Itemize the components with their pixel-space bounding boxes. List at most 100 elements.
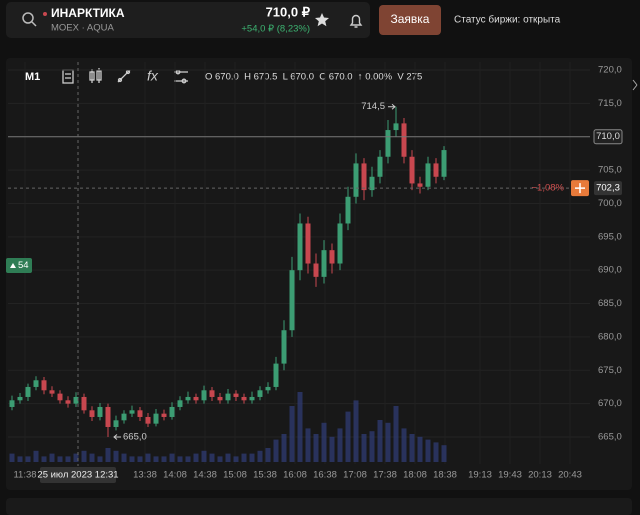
toolbar-icons[interactable] [62,68,188,84]
volume-bar [361,434,367,462]
level-tag-arrow [10,263,16,268]
volume-bar [97,456,103,462]
x-tick-label: 15:08 [223,470,247,481]
candle-body [89,410,95,417]
candle-body [297,223,303,271]
x-tick-label: 18:08 [403,470,427,481]
bell-icon[interactable] [349,14,363,28]
y-tick-label: 705,0 [598,165,622,176]
x-tick-label: 20:43 [558,470,582,481]
scroll-arrow[interactable] [632,79,638,86]
candle-body [41,380,47,391]
candle-body [353,163,359,197]
y-tick-label: 720,0 [598,65,622,76]
x-tick-label: 15:38 [253,470,277,481]
crosshair-time-tag [40,467,116,483]
volume-bar [57,456,63,462]
candle-body [137,410,143,417]
ticker: ИНАРКТИКА [51,6,125,20]
favorite-star[interactable] [315,13,329,27]
bottom-panel [6,498,632,515]
candle-body [17,396,23,401]
volume-bar [113,450,119,462]
candle-body [217,396,223,401]
volume-bar [9,453,15,462]
candle-body [329,250,335,264]
candle-body [401,123,407,157]
x-tick-label: 16:38 [313,470,337,481]
volume-bar [297,392,303,462]
candle-body [377,156,383,177]
volume-bar [313,434,319,462]
candle-body [409,156,415,184]
exchange: MOEX · AQUA [51,23,114,34]
order-button-label[interactable]: Заявка [391,12,430,26]
volume-bar [169,453,175,462]
last-price-label: 710,0 [596,131,620,142]
crosshair-time-label: 25 июл 2023 12:31 [37,470,118,481]
candle-body [257,390,263,397]
candle-body [233,393,239,397]
volume-bar [337,428,343,462]
y-tick-label: 700,0 [598,198,622,209]
volume-bar [377,420,383,462]
candle-body [281,330,287,364]
volume-bar [441,445,447,462]
max-arrow [388,103,396,110]
volume-bar [273,439,279,462]
scroll-arrow[interactable] [632,84,638,91]
price: 710,0 ₽ [266,4,311,19]
candle-body [25,386,31,397]
candle-body [417,183,423,187]
candle-body [185,396,191,401]
x-tick-label: 11:38 [13,470,36,481]
volume-bar [217,456,223,462]
volume-bar [393,406,399,462]
candle-body [337,223,343,264]
volume-bar [257,450,263,462]
volume-bar [249,453,255,462]
price-change: +54,0 ₽ (8,23%) [241,24,310,35]
volume-bar [89,453,95,462]
volume-bar [73,453,79,462]
volume-bar [401,428,407,462]
timeframe[interactable]: M1 [25,71,40,83]
formula-icon[interactable]: fx [147,68,159,84]
search-icon[interactable] [22,12,37,27]
level-tag [6,258,32,273]
volume-bar [225,453,231,462]
candle-body [345,196,351,224]
volume-bar [177,456,183,462]
candle-body [225,393,231,401]
level-tag-label: 54 [18,260,29,271]
candle-body [161,413,167,417]
candle-body [129,410,135,414]
volume-bar [201,450,207,462]
volume-bar [305,428,311,462]
candle-body [265,386,271,391]
status-dot [43,12,47,16]
order-button[interactable] [379,5,441,35]
candle-body [73,396,79,404]
candle-body [201,390,207,401]
candle-body [177,400,183,407]
candle-body [289,270,295,331]
volume-bar [161,456,167,462]
x-tick-label: 13:38 [133,470,157,481]
y-tick-label: 680,0 [598,331,622,342]
min-arrow [113,434,121,440]
volume-bar [233,456,239,462]
y-tick-label: 685,0 [598,298,622,309]
volume-bar [329,436,335,462]
volume-bar [321,422,327,462]
max-label: 714,5 [361,101,385,112]
y-tick-label: 695,0 [598,231,622,242]
x-tick-label: 16:08 [283,470,307,481]
candle-body [57,393,63,401]
volume-bar [185,456,191,462]
candle-body [121,413,127,421]
volume-bar [193,453,199,462]
candle-body [249,396,255,401]
header-panel [6,2,370,38]
